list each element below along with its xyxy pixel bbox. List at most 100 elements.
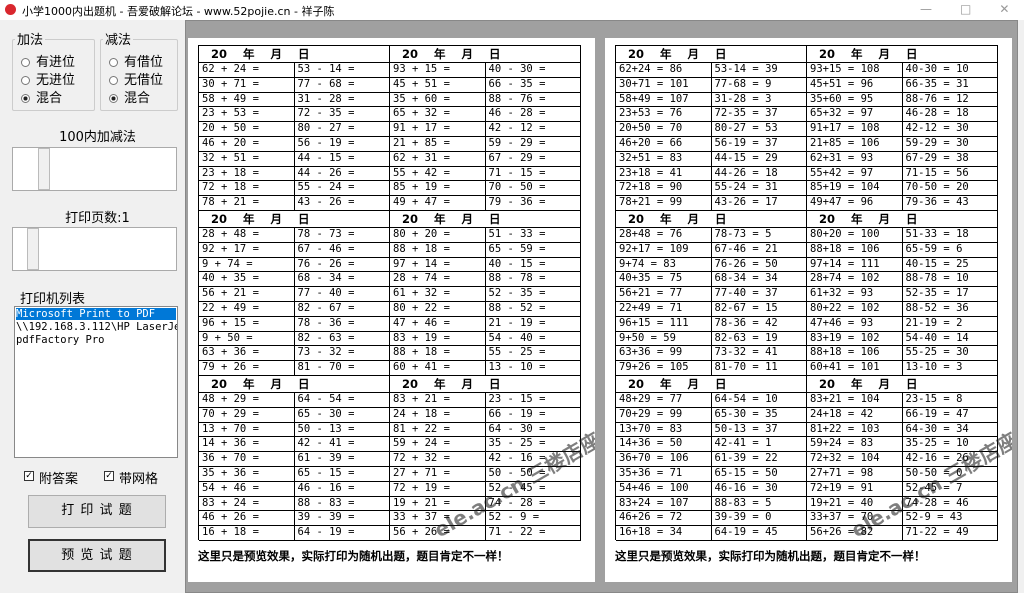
problem-cell: 22 + 49 = <box>199 302 295 317</box>
problem-cell: 46+26 = 72 <box>616 511 712 527</box>
problem-cell: 74 - 28 = <box>485 496 581 512</box>
problem-cell: 83 + 19 = <box>390 331 486 347</box>
slider-thumb <box>27 228 39 270</box>
problem-cell: 79 - 36 = <box>485 196 581 211</box>
problem-cell: 35+36 = 71 <box>616 467 712 482</box>
checkbox-label[interactable]: 带网格 <box>119 472 159 487</box>
date-header: 20 年 月 日 <box>199 376 390 393</box>
checkbox[interactable]: ✓ <box>24 471 34 481</box>
problem-cell: 9 + 74 = <box>199 257 295 273</box>
problem-cell: 42-12 = 30 <box>902 122 998 137</box>
problem-cell: 85+19 = 104 <box>807 181 903 197</box>
problem-cell: 83 + 24 = <box>199 496 295 512</box>
problem-cell: 88-78 = 10 <box>902 272 998 288</box>
problem-cell: 23 - 15 = <box>485 393 581 408</box>
radio-option[interactable]: 无借位 <box>109 69 163 88</box>
range-slider[interactable] <box>12 147 177 191</box>
problem-cell: 64-54 = 10 <box>711 393 807 408</box>
problem-cell: 23 + 18 = <box>199 166 295 182</box>
problem-cell: 78 - 73 = <box>294 228 390 243</box>
radio-option[interactable]: 混合 <box>21 87 62 106</box>
group-title: 加法 <box>15 29 46 48</box>
problem-cell: 50-50 = 0 <box>902 467 998 482</box>
problem-cell: 64 - 19 = <box>294 526 390 541</box>
button[interactable]: 打 印 试 题 <box>28 495 166 528</box>
problem-cell: 46 - 28 = <box>485 107 581 123</box>
problem-cell: 55 - 24 = <box>294 181 390 197</box>
problem-cell: 62+24 = 86 <box>616 63 712 78</box>
problem-cell: 32+51 = 83 <box>616 151 712 167</box>
problem-cell: 61 + 32 = <box>390 287 486 302</box>
problem-cell: 78 + 21 = <box>199 196 295 211</box>
range-label: 100内加减法 <box>59 130 136 145</box>
problem-cell: 49 + 47 = <box>390 196 486 211</box>
problem-cell: 30+71 = 101 <box>616 77 712 93</box>
problem-cell: 65-30 = 35 <box>711 407 807 423</box>
group-title: 减法 <box>103 29 134 48</box>
printer-item[interactable]: pdfFactory Pro <box>16 334 105 346</box>
problem-cell: 56-19 = 37 <box>711 137 807 152</box>
problem-cell: 48+29 = 77 <box>616 393 712 408</box>
problem-cell: 66 - 19 = <box>485 407 581 423</box>
checkbox-label[interactable]: 附答案 <box>39 472 79 487</box>
problem-cell: 51 - 33 = <box>485 228 581 243</box>
problem-cell: 55+42 = 97 <box>807 166 903 182</box>
problem-cell: 81 - 70 = <box>294 361 390 376</box>
problem-cell: 65-59 = 6 <box>902 242 998 258</box>
radio-option[interactable]: 混合 <box>109 87 150 106</box>
date-header: 20 年 月 日 <box>199 211 390 228</box>
preview-page: 20 年 月 日 20 年 月 日 62 + 24 = 53 - 14 = 93 + 1… <box>188 38 595 582</box>
problem-cell: 83+21 = 104 <box>807 393 903 408</box>
problem-cell: 88 - 78 = <box>485 272 581 288</box>
problem-cell: 13 - 10 = <box>485 361 581 376</box>
date-header: 20 年 月 日 <box>616 211 807 228</box>
problem-cell: 35 - 25 = <box>485 437 581 453</box>
problem-cell: 21 + 85 = <box>390 137 486 152</box>
problem-cell: 56 + 26 = <box>390 526 486 541</box>
problem-cell: 64 - 30 = <box>485 422 581 438</box>
worksheet-block: 20 年 月 日 20 年 月 日 62 + 24 = 53 - 14 = 93 + 1… <box>198 45 581 211</box>
radio-option[interactable]: 无进位 <box>21 69 75 88</box>
problem-cell: 31-28 = 3 <box>711 92 807 108</box>
problem-cell: 31 - 28 = <box>294 92 390 108</box>
problem-cell: 44 - 15 = <box>294 151 390 167</box>
problem-cell: 67-46 = 21 <box>711 242 807 258</box>
date-header: 20 年 月 日 <box>807 211 998 228</box>
problem-cell: 46 + 20 = <box>199 137 295 152</box>
problem-cell: 56+26 = 82 <box>807 526 903 541</box>
checkbox[interactable]: ✓ <box>104 471 114 481</box>
radio-option[interactable]: 有进位 <box>21 51 75 70</box>
problem-cell: 70 - 50 = <box>485 181 581 197</box>
problem-cell: 82 - 67 = <box>294 302 390 317</box>
radio-option[interactable]: 有借位 <box>109 51 163 70</box>
problem-cell: 60+41 = 101 <box>807 361 903 376</box>
problem-cell: 65 - 15 = <box>294 467 390 482</box>
problem-cell: 21 - 19 = <box>485 316 581 332</box>
window-title: 小学1000内出题机 - 吾爱破解论坛 - www.52pojie.cn - 祥… <box>22 5 335 18</box>
problem-cell: 92+17 = 109 <box>616 242 712 258</box>
printer-item[interactable]: Microsoft Print to PDF <box>16 308 176 320</box>
button[interactable]: 预 览 试 题 <box>28 539 166 572</box>
date-header: 20 年 月 日 <box>616 376 807 393</box>
problem-cell: 88 + 18 = <box>390 346 486 362</box>
problem-cell: 52 - 45 = <box>485 481 581 497</box>
problem-cell: 67 - 29 = <box>485 151 581 167</box>
problem-cell: 24 + 18 = <box>390 407 486 423</box>
pages-label: 打印页数:1 <box>65 211 130 226</box>
problem-cell: 13 + 70 = <box>199 422 295 438</box>
printer-list[interactable]: Microsoft Print to PDF \\192.168.3.112\HP… <box>14 306 178 458</box>
problem-cell: 61-39 = 22 <box>711 452 807 467</box>
pages-slider[interactable] <box>12 227 177 271</box>
printer-item[interactable]: \\192.168.3.112\HP LaserJe <box>16 321 178 333</box>
date-header: 20 年 月 日 <box>807 376 998 393</box>
problem-cell: 61 - 39 = <box>294 452 390 467</box>
problem-cell: 56+21 = 77 <box>616 287 712 302</box>
problem-cell: 88 - 83 = <box>294 496 390 512</box>
problem-cell: 74-28 = 46 <box>902 496 998 512</box>
problem-cell: 83+19 = 102 <box>807 331 903 347</box>
footer-note: 这里只是预览效果，实际打印为随机出题，题目肯定不一样！ <box>198 549 509 563</box>
problem-cell: 76 - 26 = <box>294 257 390 273</box>
window-controls[interactable]: —□✕ <box>920 2 1009 16</box>
problem-cell: 73 - 32 = <box>294 346 390 362</box>
problem-cell: 67-29 = 38 <box>902 151 998 167</box>
